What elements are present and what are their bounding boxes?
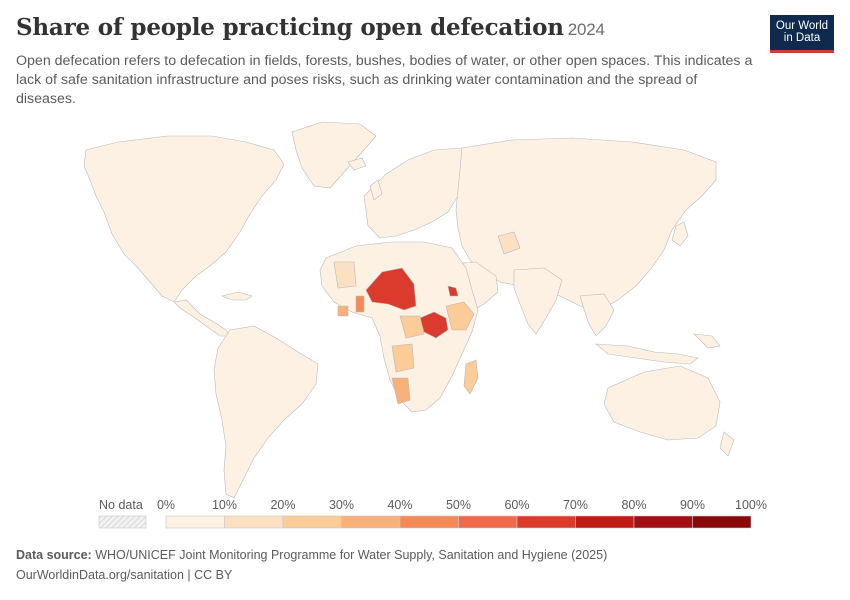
region-namibia	[391, 377, 411, 405]
logo-line-1: Our World	[775, 20, 829, 32]
map-highlights	[333, 231, 521, 405]
region-indonesia	[595, 343, 699, 365]
region-greenland	[291, 121, 377, 189]
region-madagascar	[463, 359, 479, 395]
region-uk	[369, 179, 383, 201]
region-north-america	[83, 135, 285, 303]
legend-tick-label: 70%	[562, 498, 589, 512]
legend-tick-label: 90%	[679, 498, 706, 512]
legend-tick-label: 80%	[621, 498, 647, 512]
legend-tick-label: 100%	[735, 498, 767, 512]
region-liberia	[337, 305, 349, 317]
title-year: 2024	[567, 20, 605, 39]
legend-tick-label: 40%	[387, 498, 413, 512]
region-indochina	[579, 293, 615, 337]
legend-tick-label: 20%	[270, 498, 296, 512]
region-iceland	[347, 157, 367, 171]
region-ethiopia	[445, 301, 475, 331]
region-new-zealand	[719, 431, 735, 457]
region-central-africa	[399, 315, 425, 339]
footer-source-text: WHO/UNICEF Joint Monitoring Programme fo…	[95, 548, 608, 562]
footer-url[interactable]: OurWorldinData.org/sanitation | CC BY	[16, 568, 233, 582]
region-mauritania	[333, 261, 357, 289]
legend-tick-label: 60%	[504, 498, 530, 512]
title-text: Share of people practicing open defecati…	[16, 14, 564, 41]
legend-tick-label: 30%	[328, 498, 355, 512]
logo-line-2: in Data	[783, 32, 821, 44]
legend-tick-label: 0%	[156, 498, 176, 512]
legend-tick-label: 50%	[445, 498, 472, 512]
region-japan	[671, 221, 689, 247]
region-central-america	[173, 299, 231, 337]
region-niger-chad	[365, 267, 417, 311]
region-south-america	[213, 325, 319, 499]
region-australia	[603, 365, 721, 441]
region-eritrea	[447, 285, 459, 297]
region-afghanistan	[497, 231, 521, 255]
owid-logo[interactable]: Our World in Data	[770, 15, 834, 53]
region-dr-congo	[391, 343, 415, 373]
region-india	[513, 267, 563, 335]
region-caribbean	[221, 291, 253, 301]
region-south-sudan	[419, 311, 449, 339]
chart-title: Share of people practicing open defecati…	[16, 14, 605, 41]
map-land	[83, 121, 735, 499]
footer-source: Data source: WHO/UNICEF Joint Monitoring…	[16, 548, 607, 562]
footer-source-label: Data source:	[16, 548, 92, 562]
region-africa	[319, 241, 479, 413]
legend-tick-label: 10%	[211, 498, 238, 512]
chart-subtitle: Open defecation refers to defecation in …	[16, 53, 753, 107]
legend-no-data-label: No data	[99, 498, 143, 512]
region-benin-togo	[355, 295, 365, 313]
region-png	[693, 333, 721, 349]
